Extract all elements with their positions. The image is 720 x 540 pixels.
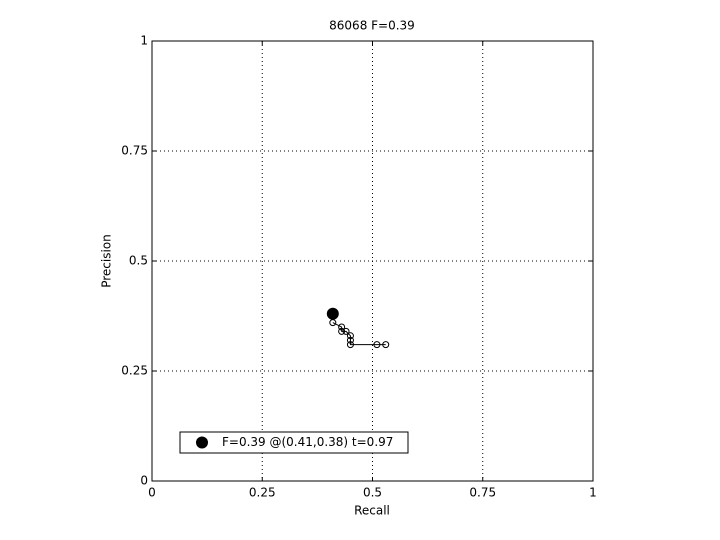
point-marker [338,327,346,335]
point-marker [373,341,381,349]
y-tick-label: 0.25 [121,364,148,378]
point-marker [338,323,346,331]
legend-marker [196,436,208,449]
x-tick-label: 0.75 [469,486,496,500]
legend: F=0.39 @(0.41,0.38) t=0.97 [179,431,409,454]
chart-title: 86068 F=0.39 [329,19,415,33]
x-tick-label: 0.5 [363,486,382,500]
point-marker [346,332,354,340]
best-point [326,307,339,320]
x-tick-label: 0.25 [249,486,276,500]
legend-box [179,431,409,454]
point-marker [342,327,350,335]
x-tick-label: 0 [148,486,156,500]
y-tick-label: 0.75 [121,144,148,158]
point-marker [346,341,354,349]
legend-label: F=0.39 @(0.41,0.38) t=0.97 [222,435,393,449]
y-tick-label: 1 [140,34,148,48]
x-axis-label: Recall [354,504,390,518]
axes-box [151,40,594,482]
y-tick-label: 0 [140,474,148,488]
point-marker [382,341,390,349]
x-tick-label: 1 [589,486,597,500]
y-axis-label: Precision [100,234,114,288]
y-tick-label: 0.5 [129,254,148,268]
point-marker [346,336,354,344]
